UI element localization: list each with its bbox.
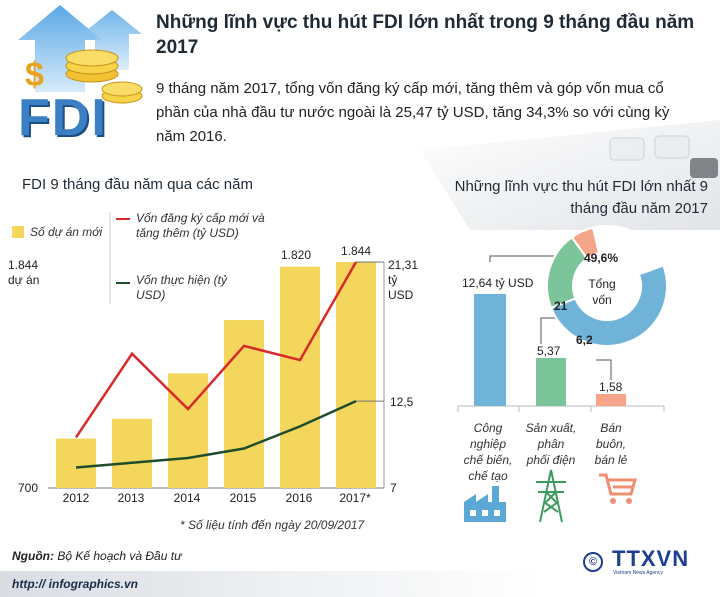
legend-green-line: Vốn thực hiện (tỷ USD) [136,273,227,302]
sector-value-manufacturing: 12,64 tỷ USD [462,276,534,290]
sector-value-electricity: 5,37 [537,344,561,358]
source-label: Nguồn: [12,549,54,563]
right-axis-top-value: 21,31 [388,258,419,272]
legend-swatch-red [116,218,130,220]
right-axis-top-unit-2: USD [388,288,414,302]
right-axis-mid-value: 12,5 [390,395,414,409]
bar-label-2017: 1.844 [340,244,372,258]
left-axis-bottom-value: 700 [18,481,39,495]
shopping-cart-icon [599,473,637,504]
footer-bar [0,571,720,597]
x-tick-2016: 2016 [285,491,313,505]
category-retail: Bán buôn, bán lẻ [594,421,628,467]
donut-slice-1 [549,264,668,348]
category-manufacturing: Công nghiệp chế biến, chế tạo [463,421,513,483]
agency-subtitle: Vietnam News Agency [613,570,663,576]
bar-2012 [56,438,96,488]
donut-center-line2: vốn [592,293,612,307]
sector-bar-manufacturing [474,294,506,406]
sector-value-retail: 1,58 [599,380,623,394]
x-tick-2014: 2014 [173,491,201,505]
donut-chart [546,225,668,348]
bar-2017* [336,262,376,488]
legend-swatch-bars [12,226,24,238]
coins-icon [65,49,143,104]
donut-slice-4 [591,225,665,276]
legend-swatch-green [116,282,130,284]
power-tower-icon [536,469,566,523]
x-tick-2017: 2017* [339,491,371,505]
sector-bar-electricity [536,358,566,406]
donut-center-label: Tổng vốn [572,276,632,308]
category-electricity: Sản xuất, phân phối điện [525,421,577,467]
right-section-title: Những lĩnh vực thu hút FDI lớn nhất 9 th… [454,178,708,217]
copyright-icon: © [583,552,603,572]
bar-2016 [280,266,320,488]
dollar-icon: $ [25,56,44,94]
left-axis-top-value: 1.844 [8,258,39,272]
donut-slice-label-1: 49,6% [584,251,619,265]
factory-icon [464,486,506,522]
left-section-title: FDI 9 tháng đầu năm qua các năm [22,176,253,193]
donut-slice-label-3: 6,2 [576,333,593,347]
page-title: Những lĩnh vực thu hút FDI lớn nhất tron… [156,12,695,58]
donut-center-line1: Tổng [588,277,616,291]
bar-label-2016: 1.820 [280,248,312,262]
sector-bar-retail [596,394,626,406]
legend-red-line: Vốn đăng ký cấp mới và tăng thêm (tỷ USD… [136,211,265,240]
donut-slice-label-2: 21 [554,299,568,313]
x-tick-2013: 2013 [117,491,145,505]
footnote: * Số liệu tính đến ngày 20/09/2017 [180,518,365,532]
x-tick-2015: 2015 [229,491,257,505]
source-text: Bộ Kế hoạch và Đầu tư [57,549,182,563]
calculator-decor [420,120,720,230]
x-tick-2012: 2012 [62,491,90,505]
logo-fdi: FDI [18,89,108,147]
footer-url[interactable]: http:// infographics.vn [12,577,138,591]
bar-2013 [112,418,152,488]
right-axis-top-unit-1: tỷ [388,273,398,287]
source-line: Nguồn: Bộ Kế hoạch và Đầu tư [12,549,182,563]
green-line [75,399,357,469]
agency-logo: TTXVN [612,546,690,571]
intro-text: 9 tháng năm 2017, tổng vốn đăng ký cấp m… [156,80,670,145]
red-line [74,261,358,439]
legend-bars: Số dự án mới [30,225,103,239]
right-axis-bottom-value: 7 [390,481,397,495]
left-axis-top-unit: dự án [8,273,40,287]
